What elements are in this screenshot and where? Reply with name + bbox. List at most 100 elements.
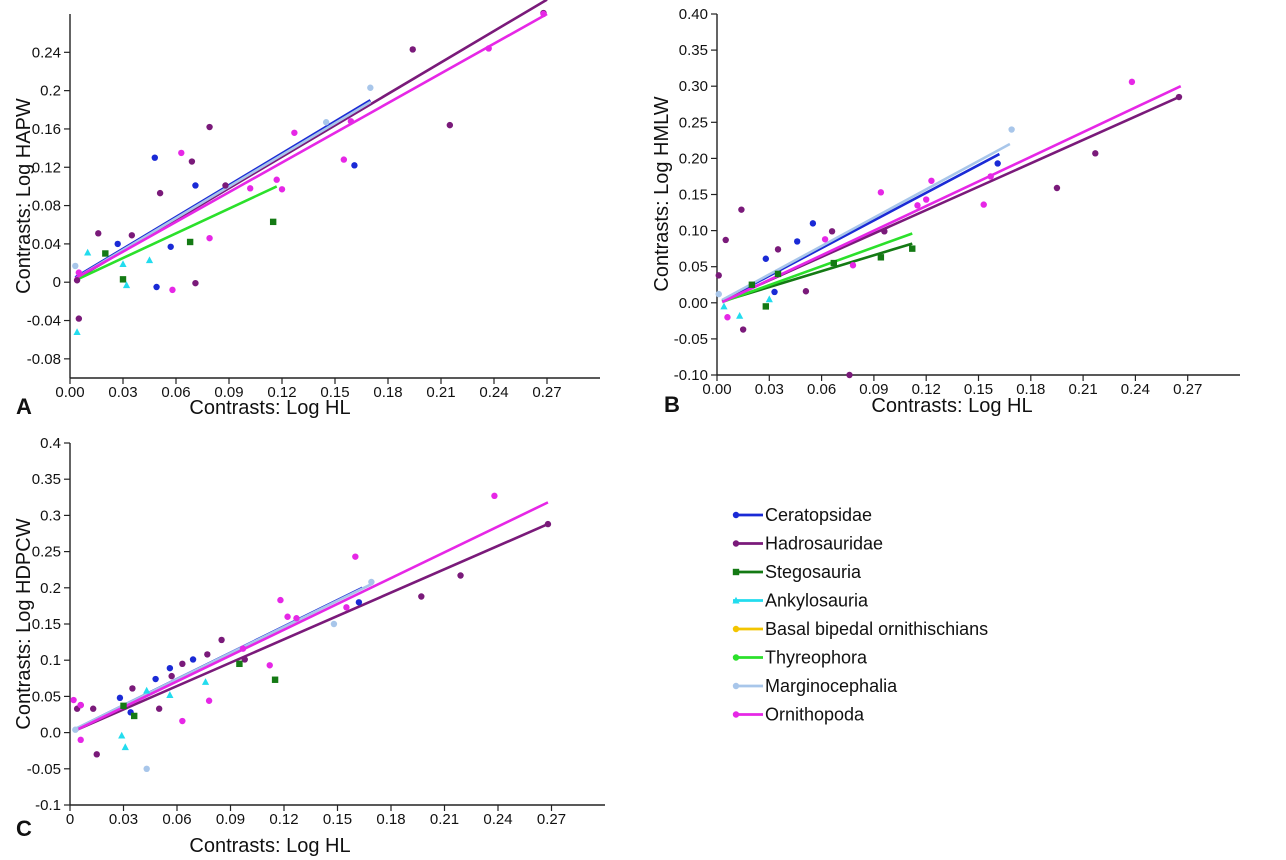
x-tick-label: 0.27 [532, 384, 561, 401]
data-point-ceratopsidae [152, 675, 159, 683]
x-tick-label: 0.24 [1121, 381, 1150, 398]
data-point-ankylosauria [201, 678, 210, 685]
data-point-ornithopoda [352, 553, 359, 560]
regression-line-ornithopoda [721, 85, 1182, 304]
x-axis-title: Contrasts: Log HL [871, 395, 1032, 417]
legend-label: Basal bipedal ornithischians [765, 619, 988, 639]
y-axis-title: Contrasts: Log HDPCW [13, 518, 35, 729]
data-point-ornithopoda [980, 201, 987, 208]
data-point-ankylosauria [119, 260, 127, 268]
series-ornithopoda [70, 492, 498, 744]
data-point-ornithopoda [821, 236, 829, 243]
data-point-hadrosauridae [722, 236, 729, 244]
series-ankylosauria [118, 678, 210, 751]
data-point-ornithopoda [849, 262, 857, 269]
data-point-ceratopsidae [355, 599, 363, 606]
y-tick-label: 0.16 [32, 121, 61, 138]
regression-line-marginocephalia [74, 583, 372, 731]
data-point-hadrosauridae [1053, 184, 1061, 192]
data-point-ornithopoda [923, 196, 930, 203]
data-point-ornithopoda [724, 314, 731, 321]
x-tick-label: 0.21 [426, 384, 455, 401]
regression-line-thyreophora [721, 232, 913, 304]
data-point-stegosauria [269, 218, 277, 226]
data-point-ornithopoda [75, 269, 83, 276]
data-point-stegosauria [830, 259, 838, 267]
x-tick-label: 0.06 [161, 384, 190, 401]
data-point-legend-marker [732, 682, 740, 690]
x-tick-label: 0.18 [1016, 381, 1045, 398]
data-point-ceratopsidae [189, 656, 197, 663]
data-point-hadrosauridae [802, 288, 810, 295]
panel-b: 0.00 0.03 0.06 0.09 0.12 0.15 0.18 0.21 0.24 0.27… [651, 6, 1240, 417]
x-axis-title: Contrasts: Log HL [189, 835, 350, 857]
legend-item-stegosauria: Stegosauria [732, 562, 862, 582]
data-point-ceratopsidae [351, 162, 358, 169]
data-point-ceratopsidae [114, 240, 121, 248]
data-point-marginocephalia [143, 765, 150, 772]
data-point-legend-marker [732, 568, 740, 576]
data-point-hadrosauridae [715, 272, 722, 279]
data-point-stegosauria [119, 276, 127, 283]
data-point-hadrosauridae [192, 279, 199, 287]
x-tick-label: 0.15 [964, 381, 993, 398]
y-tick-label: -0.1 [35, 797, 61, 814]
data-point-ornithopoda [77, 701, 84, 709]
legend-item-ornithopoda: Ornithopoda [732, 705, 865, 725]
series-stegosauria [120, 660, 279, 720]
panel-letter: B [664, 392, 680, 417]
data-point-marginocephalia [330, 620, 338, 628]
x-tick-label: 0.00 [55, 384, 84, 401]
y-tick-label: 0.04 [32, 236, 61, 253]
x-tick-label: 0.21 [1068, 381, 1097, 398]
data-point-ornithopoda [284, 613, 291, 620]
data-point-stegosauria [748, 281, 756, 288]
y-tick-label: 0.30 [679, 78, 708, 95]
data-point-ceratopsidae [116, 694, 124, 702]
series-ornithopoda [75, 10, 547, 294]
data-point-ankylosauria [145, 256, 154, 264]
series-hadrosauridae [73, 520, 552, 758]
data-point-ornithopoda [1128, 78, 1136, 86]
data-point-ceratopsidae [151, 154, 158, 161]
data-point-hadrosauridae [241, 656, 248, 663]
data-point-hadrosauridae [156, 189, 164, 197]
data-point-ornithopoda [987, 173, 994, 180]
data-point-marginocephalia [1008, 126, 1015, 133]
x-tick-label: 0.21 [430, 811, 459, 828]
x-tick-label: 0.18 [376, 811, 405, 828]
data-point-ornithopoda [485, 45, 492, 52]
legend-item-ceratopsidae: Ceratopsidae [732, 505, 872, 525]
data-point-ornithopoda [205, 697, 213, 704]
y-tick-label: 0.2 [40, 580, 61, 597]
y-axis-title: Contrasts: Log HAPW [13, 98, 35, 294]
series-ceratopsidae [114, 154, 358, 291]
data-point-ankylosauria [73, 328, 81, 336]
data-point-legend-marker [732, 625, 740, 633]
data-point-hadrosauridae [446, 121, 454, 129]
data-point-stegosauria [131, 712, 138, 720]
data-point-marginocephalia [367, 84, 374, 91]
regression-line-marginocephalia [721, 142, 1011, 302]
data-point-ornithopoda [293, 615, 300, 622]
series-marginocephalia [72, 84, 374, 270]
regression-line-ornithopoda [74, 12, 548, 280]
data-point-hadrosauridae [739, 326, 747, 333]
x-tick-label: 0.12 [267, 384, 296, 401]
data-point-legend-marker [732, 654, 740, 661]
legend-label: Ornithopoda [765, 705, 865, 725]
x-tick-label: 0.03 [755, 381, 784, 398]
data-point-stegosauria [186, 238, 194, 246]
y-tick-label: 0.10 [679, 223, 708, 240]
data-point-ankylosauria [143, 686, 151, 694]
panel-letter: A [16, 394, 32, 419]
data-point-ornithopoda [491, 492, 498, 500]
data-point-ankylosauria [765, 295, 773, 303]
x-tick-label: 0.06 [162, 811, 191, 828]
data-point-hadrosauridae [846, 371, 853, 379]
data-point-ceratopsidae [192, 182, 199, 189]
series-hadrosauridae [73, 9, 547, 322]
data-point-hadrosauridae [218, 636, 225, 644]
data-point-hadrosauridae [155, 705, 163, 712]
